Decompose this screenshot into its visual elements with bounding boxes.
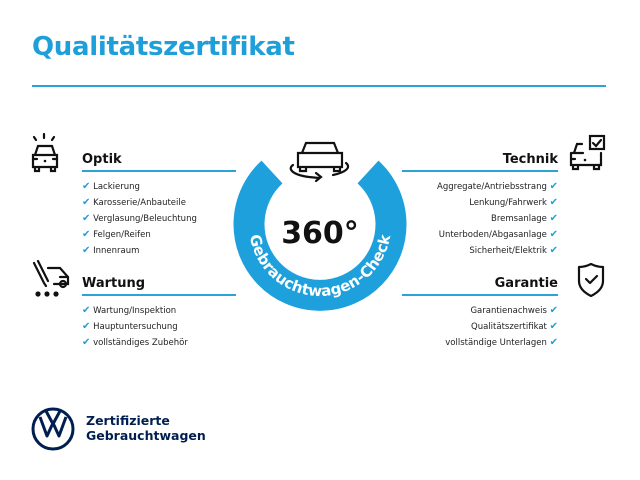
check-icon: ✔ [549,305,558,316]
car-rotate-icon [289,141,350,183]
brand-text: Zertifizierte Gebrauchtwagen [86,413,206,443]
technik-list: Aggregate/Antriebsstrang ✔ Lenkung/Fahrw… [437,179,558,259]
page-title: Qualitätszertifikat [32,32,295,62]
list-item: Aggregate/Antriebsstrang ✔ [437,181,558,192]
check-icon: ✔ [82,229,91,240]
garantie-divider [402,294,558,296]
list-item: ✔ Hauptuntersuchung [82,321,178,332]
check-icon: ✔ [82,321,91,332]
wartung-list: ✔ Wartung/Inspektion ✔ Hauptuntersuchung… [82,303,188,351]
list-item: ✔ vollständiges Zubehör [82,337,188,348]
wartung-divider [82,294,236,296]
list-item: Bremsanlage ✔ [491,213,558,224]
optik-list: ✔ Lackierung ✔ Karosserie/Anbauteile ✔ V… [82,179,197,259]
360-label: 360° [281,216,359,251]
list-item: Qualitätszertifikat ✔ [471,321,558,332]
check-icon: ✔ [549,197,558,208]
check-icon: ✔ [82,245,91,256]
technik-heading: Technik [502,152,558,167]
check-icon: ✔ [82,213,91,224]
check-icon: ✔ [82,181,91,192]
list-item: Sicherheit/Elektrik ✔ [469,245,558,256]
car-lights-icon [31,133,59,173]
check-icon: ✔ [549,213,558,224]
list-item: Lenkung/Fahrwerk ✔ [469,197,558,208]
vw-logo [31,407,75,451]
list-item: ✔ Karosserie/Anbauteile [82,197,186,208]
check-icon: ✔ [549,321,558,332]
technik-divider [402,170,558,172]
list-item: ✔ Innenraum [82,245,140,256]
check-ring [233,160,407,311]
check-icon: ✔ [549,229,558,240]
optik-heading: Optik [82,152,122,167]
garantie-heading: Garantie [494,276,558,291]
check-icon: ✔ [82,305,91,316]
360-check-badge: Gebrauchtwagen-Check 360° [233,141,407,311]
check-icon: ✔ [549,245,558,256]
title-divider [32,85,606,87]
shield-check-icon [577,262,605,298]
check-icon: ✔ [82,337,91,348]
list-item: Unterboden/Abgasanlage ✔ [438,229,558,240]
list-item: vollständige Unterlagen ✔ [445,337,558,348]
garantie-list: Garantienachweis ✔ Qualitätszertifikat ✔… [445,303,558,351]
service-tools-car-icon [32,260,70,297]
list-item: ✔ Wartung/Inspektion [82,305,177,316]
list-item: ✔ Lackierung [82,181,140,192]
car-checkbox-icon [569,134,606,171]
check-icon: ✔ [549,337,558,348]
list-item: Garantienachweis ✔ [470,305,558,316]
wartung-heading: Wartung [82,276,146,291]
list-item: ✔ Felgen/Reifen [82,229,151,240]
check-icon: ✔ [82,197,91,208]
check-icon: ✔ [549,181,558,192]
list-item: ✔ Verglasung/Beleuchtung [82,213,197,224]
optik-divider [82,170,236,172]
